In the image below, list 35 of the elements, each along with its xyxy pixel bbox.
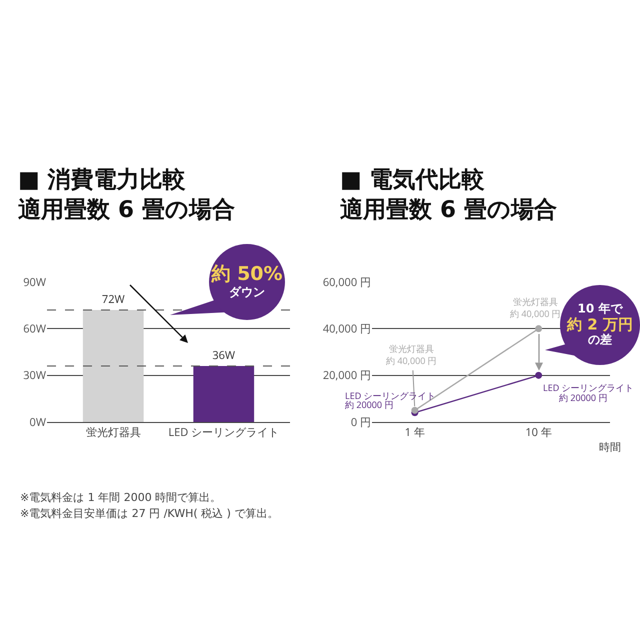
x-tick-label: 蛍光灯器具 bbox=[86, 425, 141, 440]
annotation: 10 年で bbox=[576, 302, 624, 316]
data-label: 36W bbox=[212, 348, 236, 363]
annotation: 約 40,000 円 bbox=[386, 354, 437, 367]
annotation: LED シーリングライト bbox=[543, 381, 634, 394]
x-tick-label: LED シーリングライト bbox=[168, 425, 280, 440]
annotation: 約 40,000 円 bbox=[510, 307, 561, 320]
y-tick-label: 0 円 bbox=[350, 414, 371, 430]
x-tick-label: 10 年 bbox=[525, 425, 552, 440]
point bbox=[535, 372, 542, 379]
annotation: 蛍光灯器具 bbox=[513, 295, 558, 308]
data-label: 72W bbox=[102, 292, 125, 307]
annotation: LED シーリングライト bbox=[345, 389, 436, 402]
x-tick-label: 1 年 bbox=[404, 425, 425, 440]
annotation: 約 50% bbox=[211, 263, 283, 286]
chart-title: ■ 電気代比較 bbox=[340, 166, 485, 195]
y-tick-label: 0W bbox=[30, 414, 46, 430]
point bbox=[535, 325, 542, 332]
annotation: 約 20000 円 bbox=[559, 391, 608, 404]
y-tick-label: 30W bbox=[23, 368, 46, 384]
text: ※電気料金目安単価は 27 円 /KWH( 税込 ) で算出。 bbox=[20, 506, 278, 521]
chart-subtitle: 適用畳数 6 畳の場合 bbox=[340, 196, 558, 225]
y-tick-label: 40,000 円 bbox=[322, 322, 371, 337]
y-tick-label: 60W bbox=[23, 322, 46, 337]
annotation: 約 2 万円 bbox=[567, 315, 633, 334]
chart-subtitle: 適用畳数 6 畳の場合 bbox=[18, 196, 236, 225]
chart-title: ■ 消費電力比較 bbox=[18, 166, 186, 195]
text: ※電気料金は 1 年間 2000 時間で算出。 bbox=[20, 490, 222, 505]
y-tick-label: 20,000 円 bbox=[322, 368, 371, 384]
annotation: 蛍光灯器具 bbox=[389, 342, 434, 355]
y-tick-label: 90W bbox=[23, 274, 46, 290]
annotation: の差 bbox=[587, 332, 613, 348]
annotation: ダウン bbox=[228, 285, 266, 300]
y-tick-label: 60,000 円 bbox=[322, 274, 371, 290]
point bbox=[411, 406, 418, 414]
